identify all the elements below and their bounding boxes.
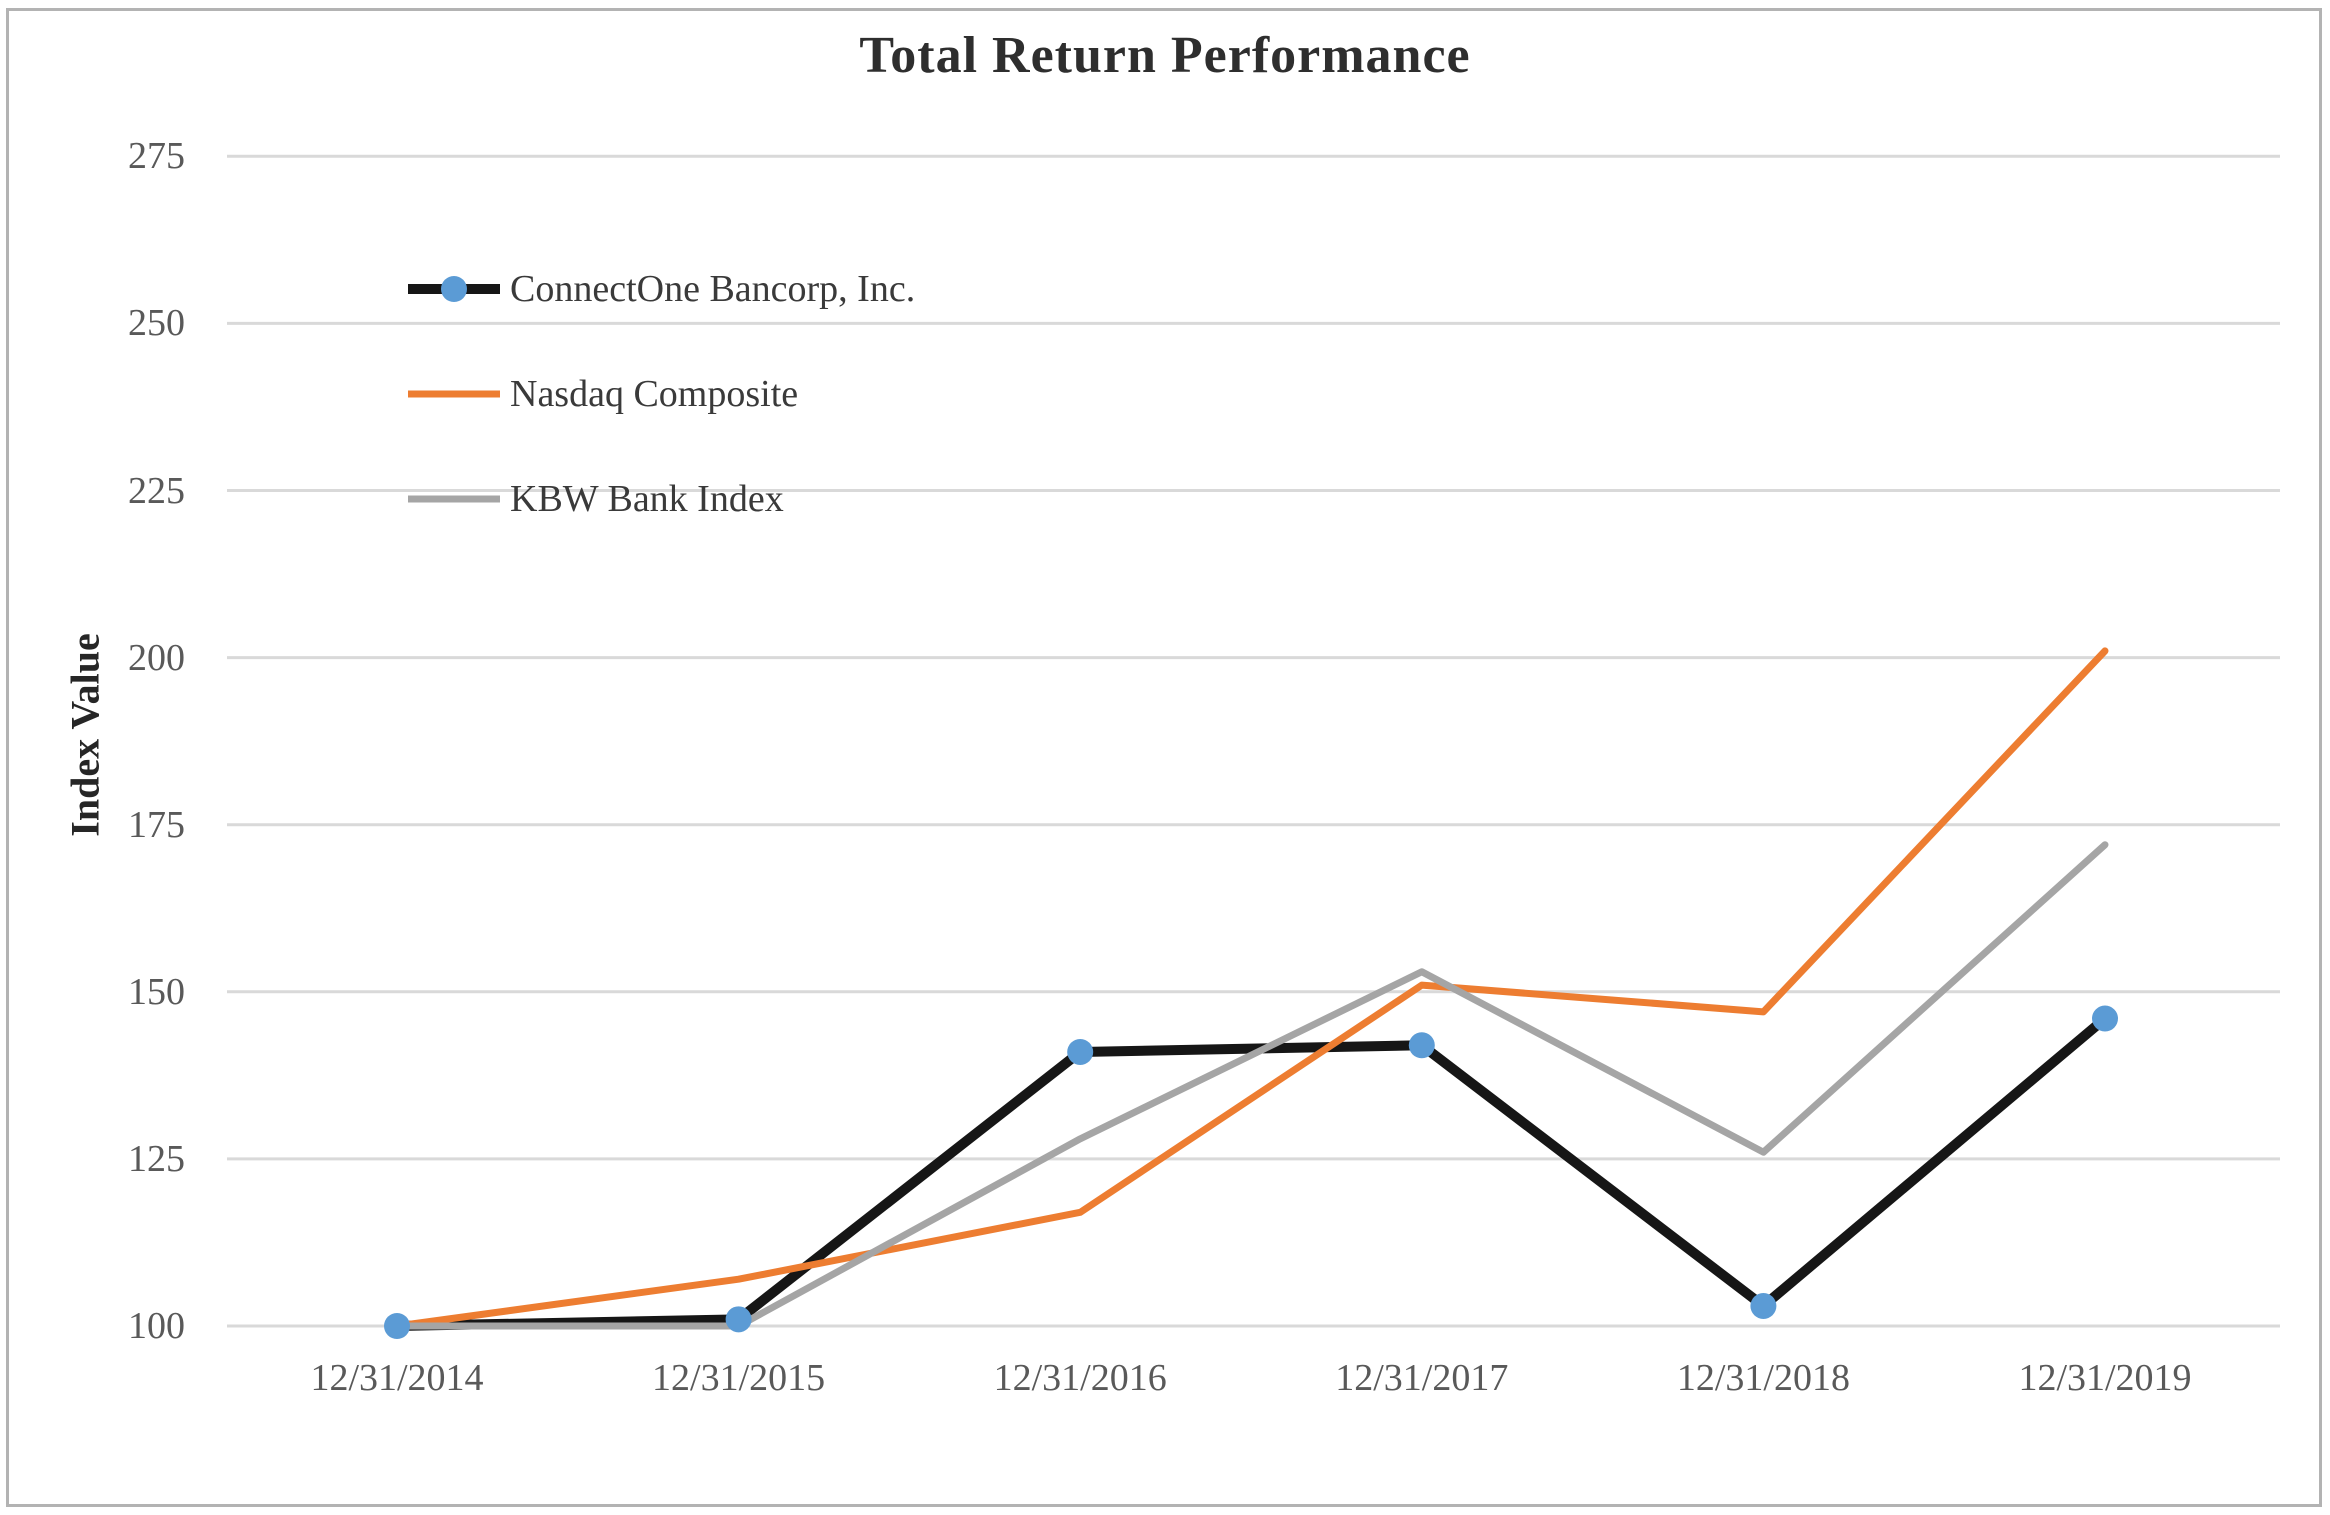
- x-tick-label-4: 12/31/2018: [1676, 1357, 1850, 1399]
- legend-label: KBW Bank Index: [510, 477, 784, 520]
- y-tick-label-175: 175: [128, 803, 185, 846]
- y-tick-label-225: 225: [128, 469, 185, 512]
- series-line-2: [393, 841, 2109, 1330]
- y-tick-label-275: 275: [128, 135, 185, 178]
- legend-line: [408, 495, 500, 502]
- series-0-marker-0: [384, 1313, 410, 1339]
- series-0-marker-2: [1067, 1038, 1094, 1065]
- series-0-marker-5: [2092, 1005, 2118, 1032]
- x-tick-label-1: 12/31/2015: [652, 1357, 826, 1399]
- legend-line: [408, 390, 500, 397]
- chart-legend: ConnectOne Bancorp, Inc. Nasdaq Composite…: [408, 236, 915, 551]
- legend-item-0: ConnectOne Bancorp, Inc.: [408, 236, 915, 341]
- legend-line-sample-icon: [408, 381, 500, 407]
- x-tick-label-5: 12/31/2019: [2018, 1357, 2192, 1399]
- x-tick-label-2: 12/31/2016: [993, 1357, 1167, 1399]
- y-tick-label-250: 250: [128, 302, 185, 345]
- legend-label: ConnectOne Bancorp, Inc.: [510, 267, 916, 310]
- y-tick-label-200: 200: [128, 636, 185, 679]
- y-tick-label-100: 100: [128, 1305, 185, 1347]
- legend-marker-icon: [441, 275, 467, 302]
- x-tick-label-0: 12/31/2014: [310, 1357, 484, 1399]
- series-0-marker-3: [1408, 1032, 1435, 1059]
- chart-title: Total Return Performance: [859, 27, 1471, 84]
- legend-item-1: Nasdaq Composite: [408, 341, 915, 446]
- series-line-0: [392, 1013, 2110, 1331]
- y-tick-label-150: 150: [128, 970, 185, 1013]
- x-tick-label-3: 12/31/2017: [1335, 1357, 1509, 1399]
- series-0-marker-4: [1750, 1292, 1777, 1319]
- legend-line-sample-icon: [408, 486, 500, 512]
- series-line-1: [393, 647, 2109, 1330]
- y-tick-label-125: 125: [128, 1137, 185, 1180]
- legend-line-sample-icon: [408, 275, 500, 302]
- legend-label: Nasdaq Composite: [510, 372, 799, 415]
- series-0-marker-1: [725, 1306, 752, 1333]
- legend-item-2: KBW Bank Index: [408, 446, 915, 551]
